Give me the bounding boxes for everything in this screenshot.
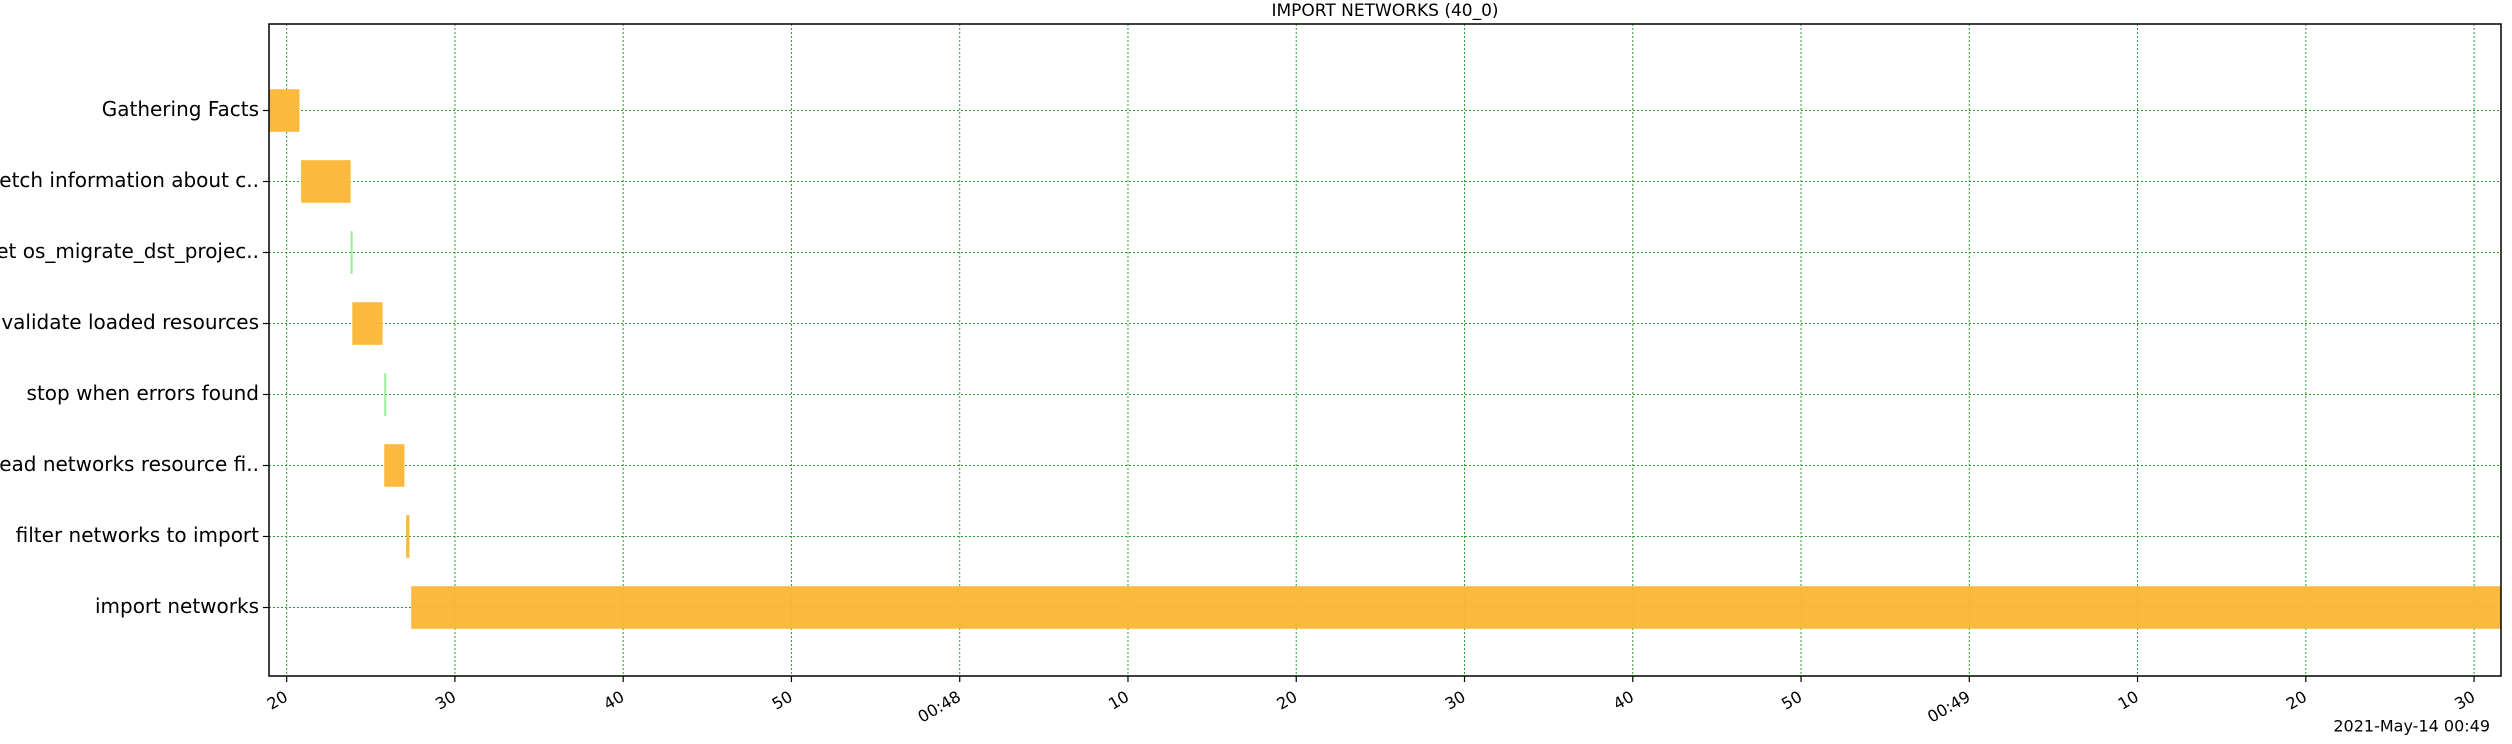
y-tick-label: import networks xyxy=(95,594,259,618)
y-tick-label: validate loaded resources xyxy=(1,310,259,334)
task-bar xyxy=(384,373,387,416)
x-tick-label: 30 xyxy=(432,687,459,714)
x-tick-label: 10 xyxy=(1105,687,1132,714)
task-bar xyxy=(406,515,410,558)
x-tick-label: 20 xyxy=(264,687,291,714)
x-tick-label: 30 xyxy=(2451,687,2478,714)
task-bar xyxy=(411,586,2502,629)
plot-frame xyxy=(268,23,2502,677)
x-tick-label: 10 xyxy=(2115,687,2142,714)
chart-title: IMPORT NETWORKS (40_0) xyxy=(1271,1,1498,21)
y-tick-label: filter networks to import xyxy=(16,523,260,547)
x-tick-label: 50 xyxy=(1778,687,1805,714)
y-tick-label: read networks resource fi.. xyxy=(0,452,259,476)
y-tick-label: Gathering Facts xyxy=(102,97,259,121)
y-tick-label: stop when errors found xyxy=(27,381,259,405)
x-tick-label: 20 xyxy=(1273,687,1300,714)
y-tick-label: set os_migrate_dst_projec.. xyxy=(0,239,259,263)
x-tick-label: 30 xyxy=(1442,687,1469,714)
task-bar xyxy=(384,444,405,487)
task-bar xyxy=(350,231,353,274)
y-tick-label: fetch information about c.. xyxy=(0,168,259,192)
x-tick-label: 40 xyxy=(600,687,627,714)
x-tick-label: 00:49 xyxy=(1924,687,1973,727)
task-bar xyxy=(269,89,300,132)
x-tick-label: 00:48 xyxy=(915,687,964,727)
x-tick-label: 40 xyxy=(1610,687,1637,714)
task-bar xyxy=(301,160,351,203)
task-bar xyxy=(352,302,383,345)
x-offset-label: 2021-May-14 00:49 xyxy=(2333,717,2490,736)
x-tick-label: 50 xyxy=(769,687,796,714)
x-tick-label: 20 xyxy=(2283,687,2310,714)
